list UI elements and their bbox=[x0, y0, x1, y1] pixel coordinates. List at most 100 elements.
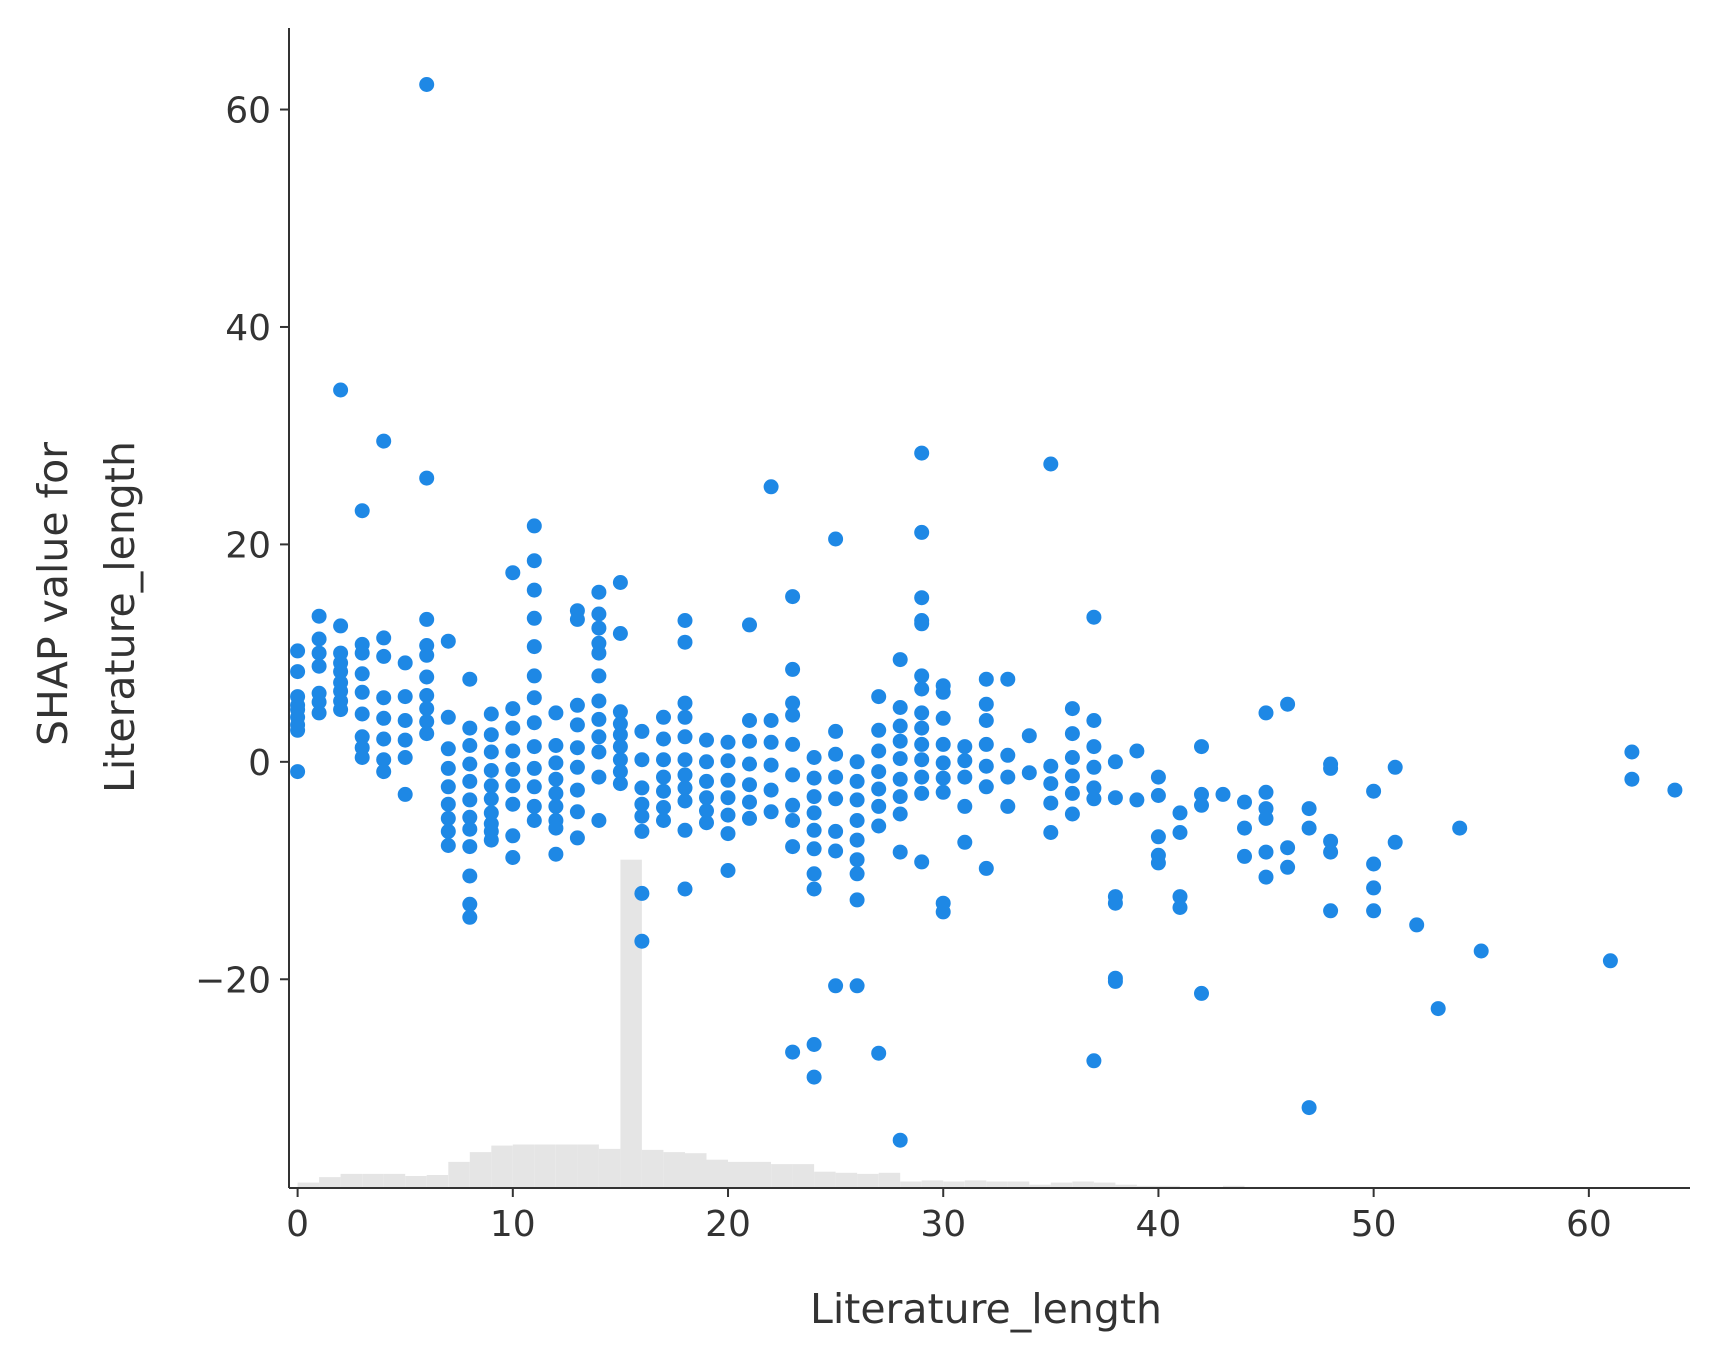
data-point bbox=[1150, 829, 1166, 845]
data-point bbox=[1366, 903, 1382, 919]
histogram-bar bbox=[921, 1180, 944, 1188]
data-point bbox=[569, 697, 585, 713]
data-point bbox=[892, 1132, 908, 1148]
data-point bbox=[311, 694, 327, 710]
data-point bbox=[376, 690, 392, 706]
histogram-bar bbox=[362, 1173, 384, 1188]
data-point bbox=[333, 618, 349, 634]
x-tick-label: 10 bbox=[490, 1204, 536, 1245]
data-point bbox=[569, 804, 585, 820]
data-point bbox=[785, 695, 801, 711]
data-point bbox=[1301, 801, 1317, 817]
histogram-bar bbox=[1072, 1181, 1094, 1188]
data-point bbox=[376, 433, 392, 449]
data-point bbox=[376, 630, 392, 646]
data-point bbox=[290, 722, 306, 738]
data-point bbox=[914, 705, 930, 721]
data-point bbox=[440, 779, 456, 795]
data-point bbox=[892, 771, 908, 787]
data-point bbox=[785, 839, 801, 855]
data-point bbox=[1237, 820, 1252, 836]
data-point bbox=[612, 716, 628, 732]
data-point bbox=[828, 978, 844, 994]
data-point bbox=[634, 723, 650, 739]
data-point bbox=[720, 863, 736, 878]
data-point bbox=[978, 671, 994, 687]
data-point bbox=[849, 813, 865, 828]
histogram-bar bbox=[706, 1159, 728, 1188]
data-point bbox=[612, 626, 628, 641]
histogram-bar bbox=[1007, 1181, 1030, 1188]
data-point bbox=[785, 1044, 801, 1060]
data-point bbox=[1086, 609, 1102, 625]
data-point bbox=[548, 771, 564, 787]
data-point bbox=[440, 709, 456, 725]
data-point bbox=[1323, 903, 1339, 919]
data-point bbox=[462, 720, 478, 736]
data-point bbox=[311, 705, 327, 721]
data-point bbox=[1043, 825, 1059, 840]
data-point bbox=[526, 690, 542, 706]
data-point bbox=[1064, 768, 1080, 784]
data-point bbox=[462, 773, 478, 789]
data-point bbox=[419, 470, 435, 486]
data-point bbox=[569, 759, 585, 775]
data-point bbox=[656, 709, 671, 725]
data-point bbox=[419, 611, 435, 627]
data-point bbox=[806, 1069, 822, 1085]
data-point bbox=[677, 709, 693, 725]
data-point bbox=[569, 782, 585, 798]
data-point bbox=[354, 645, 370, 661]
data-point bbox=[526, 668, 542, 684]
data-point bbox=[634, 796, 650, 812]
data-point bbox=[440, 796, 456, 812]
data-point bbox=[311, 645, 327, 661]
data-point bbox=[892, 733, 908, 749]
data-point bbox=[914, 785, 930, 801]
data-point bbox=[1000, 769, 1016, 785]
data-point bbox=[419, 714, 435, 730]
histogram-bar bbox=[749, 1161, 771, 1188]
histogram-bar bbox=[1050, 1182, 1073, 1188]
data-point bbox=[505, 761, 521, 777]
data-point bbox=[720, 826, 736, 842]
data-point bbox=[483, 791, 499, 807]
data-point bbox=[785, 797, 801, 813]
data-point bbox=[526, 813, 542, 828]
data-point bbox=[1150, 769, 1166, 785]
histogram-bar bbox=[1093, 1182, 1116, 1188]
data-point bbox=[333, 664, 349, 680]
data-point bbox=[1043, 776, 1059, 792]
y-tick-label: 60 bbox=[225, 91, 271, 132]
data-point bbox=[871, 818, 887, 834]
data-point bbox=[1430, 1001, 1446, 1017]
data-point bbox=[806, 841, 822, 857]
data-point bbox=[828, 823, 844, 839]
data-point bbox=[871, 743, 887, 759]
data-point bbox=[1387, 834, 1403, 850]
data-point bbox=[591, 620, 607, 636]
data-point bbox=[1366, 856, 1382, 872]
data-point bbox=[505, 565, 521, 581]
scatter-points bbox=[290, 77, 1683, 1148]
data-point bbox=[397, 732, 413, 748]
data-point bbox=[1258, 810, 1274, 826]
data-point bbox=[742, 733, 757, 749]
data-point bbox=[656, 783, 671, 799]
data-point bbox=[1473, 943, 1489, 959]
data-point bbox=[1194, 739, 1209, 755]
data-point bbox=[462, 792, 478, 808]
data-point bbox=[677, 634, 693, 650]
histogram-bar bbox=[857, 1173, 879, 1188]
histogram-bar bbox=[878, 1172, 901, 1188]
data-point bbox=[462, 909, 478, 925]
data-point bbox=[526, 639, 542, 655]
data-point bbox=[591, 729, 607, 745]
histogram-bar bbox=[512, 1144, 535, 1188]
x-axis-title: Literature_length bbox=[810, 1285, 1162, 1333]
data-point bbox=[699, 803, 714, 819]
data-point bbox=[892, 806, 908, 822]
data-point bbox=[1150, 788, 1166, 803]
data-point bbox=[1258, 869, 1274, 885]
data-point bbox=[483, 727, 499, 743]
